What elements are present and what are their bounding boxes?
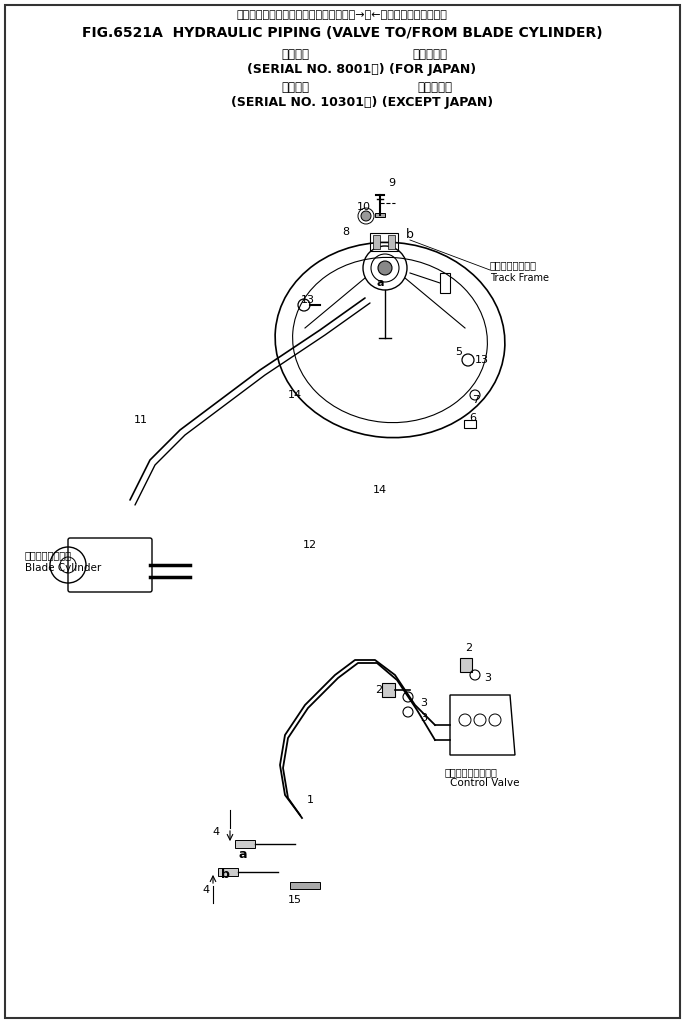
Text: 9: 9 [388, 178, 395, 188]
Text: Track Frame: Track Frame [490, 273, 549, 283]
Text: 8: 8 [342, 227, 349, 237]
Polygon shape [388, 235, 395, 249]
Text: FIG.6521A  HYDRAULIC PIPING (VALVE TO/FROM BLADE CYLINDER): FIG.6521A HYDRAULIC PIPING (VALVE TO/FRO… [82, 26, 602, 40]
Polygon shape [218, 868, 238, 876]
Text: 3: 3 [484, 673, 491, 683]
Text: ハイドロリック　パイピング　バルブ　→　←　ブレード　シリンダ: ハイドロリック パイピング バルブ → ← ブレード シリンダ [236, 10, 447, 20]
Text: 14: 14 [373, 485, 387, 495]
Polygon shape [290, 882, 320, 889]
Polygon shape [235, 840, 255, 848]
Text: Blade Cylinder: Blade Cylinder [25, 563, 101, 573]
Text: 3: 3 [420, 713, 427, 723]
Text: 14: 14 [288, 390, 302, 400]
Text: 10: 10 [357, 202, 371, 212]
Text: 4: 4 [203, 885, 210, 895]
Circle shape [378, 261, 392, 275]
Text: 適用号機: 適用号機 [281, 48, 309, 61]
Text: 3: 3 [420, 698, 427, 708]
Text: トラックフレーム: トラックフレーム [490, 260, 537, 270]
Text: 海　外　向: 海 外 向 [417, 81, 453, 94]
Text: 13: 13 [475, 355, 489, 365]
Text: 適用号機: 適用号機 [281, 81, 309, 94]
Text: b: b [406, 228, 414, 241]
Text: b: b [221, 869, 229, 882]
Text: (SERIAL NO. 8001－) (FOR JAPAN): (SERIAL NO. 8001－) (FOR JAPAN) [247, 63, 477, 76]
Text: 6: 6 [469, 413, 476, 422]
Circle shape [361, 211, 371, 221]
Text: 1: 1 [306, 795, 314, 805]
Polygon shape [460, 658, 472, 672]
Text: a: a [239, 848, 247, 861]
Text: 7: 7 [472, 395, 479, 405]
Text: 2: 2 [375, 685, 382, 695]
Text: Control Valve: Control Valve [450, 779, 519, 788]
Text: 国　内　向: 国 内 向 [412, 48, 447, 61]
Text: 4: 4 [213, 827, 220, 837]
Text: 13: 13 [301, 295, 315, 305]
Text: 2: 2 [465, 643, 472, 653]
Text: 5: 5 [455, 347, 462, 357]
Polygon shape [382, 683, 395, 697]
Text: 12: 12 [303, 540, 317, 550]
Polygon shape [375, 213, 385, 217]
Text: a: a [376, 278, 384, 288]
Text: コントロールバルブ: コントロールバルブ [445, 767, 498, 777]
Text: 15: 15 [288, 895, 302, 905]
Text: ブレードシリンダ: ブレードシリンダ [25, 550, 72, 560]
Text: 11: 11 [134, 415, 148, 425]
Text: (SERIAL NO. 10301－) (EXCEPT JAPAN): (SERIAL NO. 10301－) (EXCEPT JAPAN) [231, 96, 493, 109]
Polygon shape [373, 235, 380, 249]
